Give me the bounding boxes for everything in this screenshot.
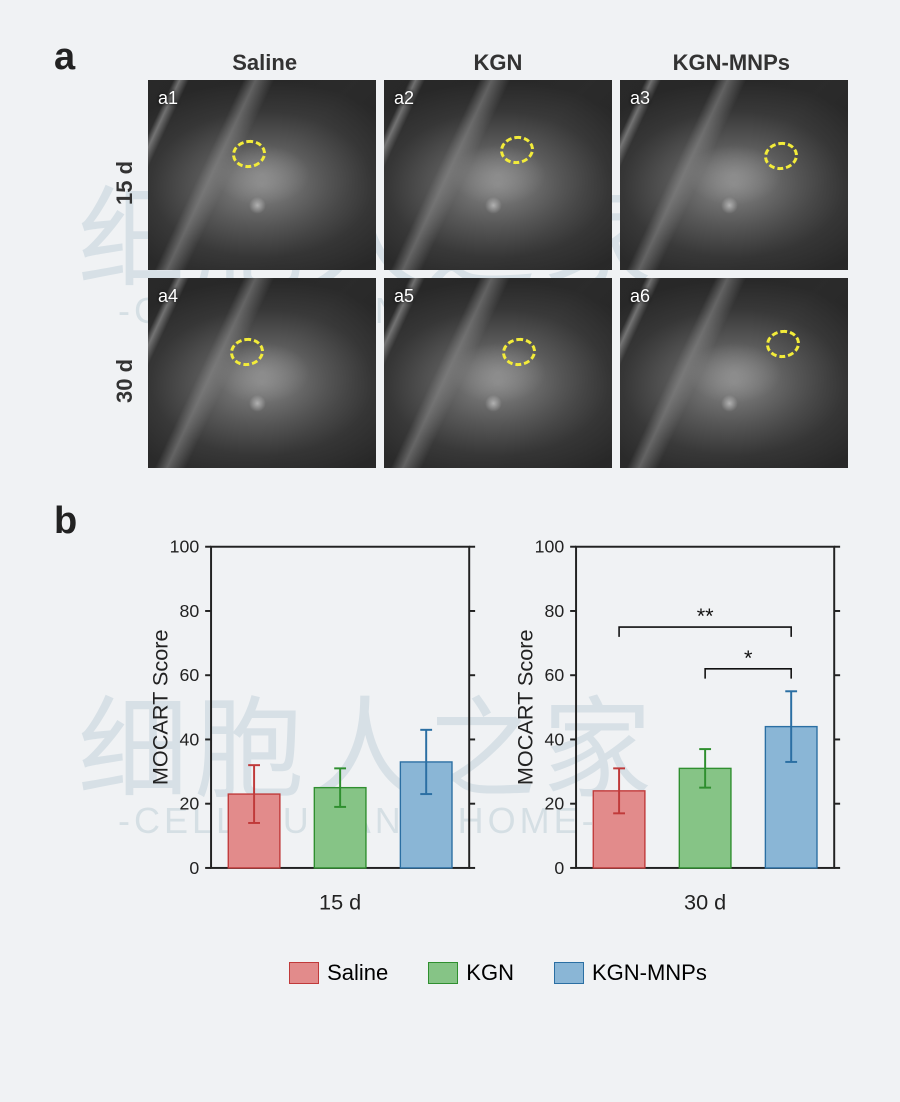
svg-text:0: 0: [189, 858, 199, 878]
legend-swatch: [428, 962, 458, 984]
svg-text:60: 60: [180, 665, 200, 685]
svg-text:0: 0: [554, 858, 564, 878]
defect-circle-icon: [764, 328, 802, 360]
sub-label: a3: [630, 88, 650, 109]
defect-circle-icon: [228, 336, 266, 368]
image-row: a1 a2 a3: [148, 80, 848, 270]
panel-b-label: b: [54, 500, 77, 543]
mri-image: a1: [148, 80, 376, 270]
svg-text:15 d: 15 d: [319, 889, 361, 914]
image-row: a4 a5 a6: [148, 278, 848, 468]
svg-text:40: 40: [545, 729, 565, 749]
mri-image: a2: [384, 80, 612, 270]
legend: Saline KGN KGN-MNPs: [148, 960, 848, 986]
panel-a-column-headers: Saline KGN KGN-MNPs: [148, 50, 848, 76]
svg-text:MOCART Score: MOCART Score: [513, 630, 538, 786]
legend-label: KGN-MNPs: [592, 960, 707, 986]
sub-label: a2: [394, 88, 414, 109]
defect-circle-icon: [762, 140, 800, 172]
defect-circle-icon: [498, 134, 536, 166]
svg-text:30 d: 30 d: [684, 889, 726, 914]
svg-text:40: 40: [180, 729, 200, 749]
svg-text:80: 80: [180, 601, 200, 621]
svg-text:MOCART Score: MOCART Score: [148, 630, 173, 786]
chart-area: 0 20 40 60 80 100 MOCART Score 15 d 0 20 40 60 80 10…: [148, 530, 848, 930]
legend-label: Saline: [327, 960, 388, 986]
col-header: Saline: [148, 50, 381, 76]
mri-image: a4: [148, 278, 376, 468]
svg-text:100: 100: [535, 537, 565, 557]
legend-label: KGN: [466, 960, 514, 986]
mri-image: a3: [620, 80, 848, 270]
chart-svg: 020406080100MOCART Score***30 d: [513, 530, 848, 930]
legend-swatch: [289, 962, 319, 984]
legend-swatch: [554, 962, 584, 984]
svg-text:*: *: [744, 645, 753, 670]
legend-item: KGN: [428, 960, 514, 986]
legend-item: KGN-MNPs: [554, 960, 707, 986]
svg-text:100: 100: [170, 537, 200, 557]
chart-15d: 0 20 40 60 80 100 MOCART Score 15 d: [148, 530, 483, 930]
chart-30d: 020406080100MOCART Score***30 d: [513, 530, 848, 930]
legend-item: Saline: [289, 960, 388, 986]
sub-label: a4: [158, 286, 178, 307]
col-header: KGN: [381, 50, 614, 76]
col-header: KGN-MNPs: [615, 50, 848, 76]
row-label-15d: 15 d: [112, 161, 138, 205]
row-label-30d: 30 d: [112, 359, 138, 403]
defect-circle-icon: [500, 336, 538, 368]
chart-svg: 0 20 40 60 80 100 MOCART Score 15 d: [148, 530, 483, 930]
svg-text:20: 20: [180, 794, 200, 814]
svg-text:80: 80: [545, 601, 565, 621]
sub-label: a5: [394, 286, 414, 307]
svg-text:20: 20: [545, 794, 565, 814]
defect-circle-icon: [230, 138, 268, 170]
mri-image-grid: a1 a2 a3 a4 a5 a6: [148, 80, 848, 476]
sub-label: a1: [158, 88, 178, 109]
svg-text:60: 60: [545, 665, 565, 685]
sub-label: a6: [630, 286, 650, 307]
mri-image: a5: [384, 278, 612, 468]
panel-a-label: a: [54, 36, 75, 79]
mri-image: a6: [620, 278, 848, 468]
svg-text:**: **: [697, 603, 714, 628]
